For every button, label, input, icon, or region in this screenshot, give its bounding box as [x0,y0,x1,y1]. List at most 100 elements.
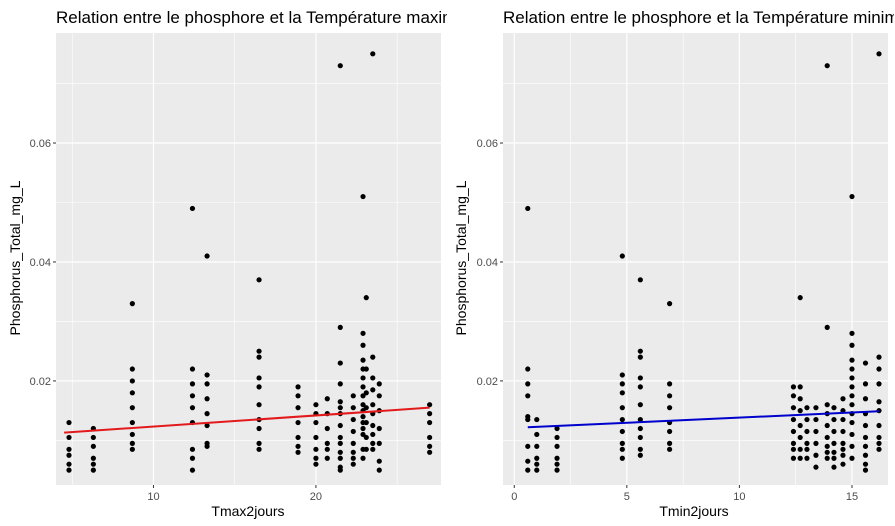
data-point [427,411,433,417]
data-point [204,411,210,417]
data-point [427,434,433,441]
data-point [813,464,819,470]
data-point [350,416,356,423]
data-point [256,402,262,408]
data-point [66,419,72,426]
data-point [363,366,369,372]
points-right [525,51,882,473]
data-point [619,405,625,411]
y-tick-label: 0.02 [477,376,498,388]
y-tick-label: 0.06 [30,138,51,150]
data-point [619,455,625,461]
data-point [129,366,135,372]
data-point [525,393,531,399]
y-tick-label: 0.06 [477,138,498,150]
data-point [337,324,343,330]
data-point [876,381,882,387]
data-point [849,393,855,399]
data-point [667,381,673,387]
data-point [534,431,540,438]
data-point [797,384,803,390]
data-point [90,461,96,467]
data-point [637,402,643,408]
chart-title-left: Relation entre le phosphore et la Tempér… [56,8,479,27]
data-point [534,416,540,423]
data-point [862,452,869,458]
data-point [840,446,846,452]
data-point [637,384,643,390]
data-point [363,446,369,452]
data-point [831,416,837,423]
data-point [370,387,376,393]
data-point [876,422,882,429]
data-point [849,193,855,200]
data-point [256,446,262,452]
data-point [831,405,837,411]
data-point [525,381,531,387]
data-point [525,416,531,423]
data-point [129,440,135,446]
data-point [637,375,643,381]
data-point [363,419,369,426]
data-point [849,443,855,449]
data-point [862,461,869,467]
data-point [129,419,135,426]
data-point [350,393,356,399]
chart-panel-right: Relation entre le phosphore et la Tempér… [453,8,894,519]
data-point [363,295,369,301]
data-point [337,455,343,461]
data-point [337,63,343,69]
data-point [619,253,625,259]
plot-area-right [503,33,888,485]
data-point [813,440,819,446]
data-point [534,467,540,473]
data-point [790,393,797,399]
data-point [350,455,356,461]
data-point [876,446,882,452]
data-point [204,253,210,259]
data-point [840,428,846,435]
trend-line-right-group [527,410,880,429]
data-point [790,455,797,461]
data-point [824,324,830,330]
data-point [370,375,376,381]
data-point [824,443,830,449]
data-point [295,393,301,399]
data-point [849,384,855,390]
data-point [370,402,376,408]
data-point [619,416,625,423]
data-point [360,357,366,363]
x-tick-label: 0 [511,491,517,503]
data-point [360,330,366,336]
data-point [619,381,625,387]
data-point [525,205,531,212]
data-point [619,440,625,446]
data-point [350,461,356,467]
data-point [324,396,330,402]
data-point [295,405,301,411]
data-point [797,396,803,402]
data-point [204,422,210,429]
data-point [129,390,135,396]
data-point [619,372,625,378]
data-point [337,360,343,366]
data-point [619,428,625,435]
data-point [360,425,366,432]
data-point [797,408,803,414]
data-point [849,431,855,438]
y-tick-label: 0.02 [30,376,51,388]
x-tick-label: 10 [733,491,745,503]
data-point [554,425,560,432]
data-point [804,405,810,411]
data-point [204,381,210,387]
data-point [637,452,643,458]
data-point [637,277,643,283]
x-ticks-right: 0 5 10 15 [511,485,858,503]
data-point [337,381,343,387]
data-point [256,375,262,381]
data-point [849,357,855,363]
data-point [619,390,625,396]
data-point [363,434,369,441]
data-point [534,461,540,467]
data-point [876,354,882,360]
